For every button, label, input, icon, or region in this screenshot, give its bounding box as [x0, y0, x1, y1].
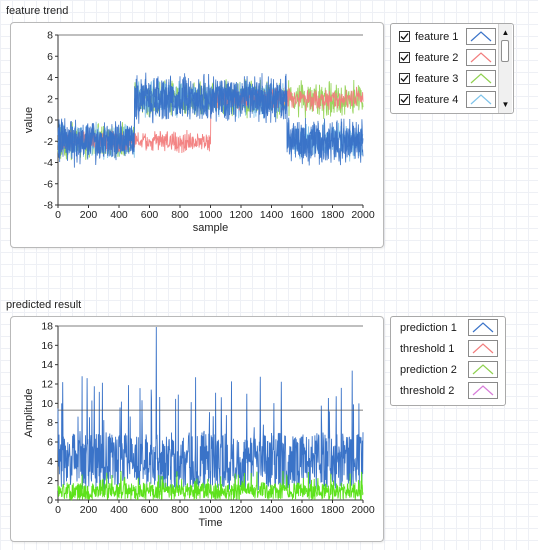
- x-tick-label: 1400: [260, 504, 284, 516]
- y-tick-label: 4: [47, 72, 53, 84]
- legend-item-prediction-2: prediction 2: [400, 359, 457, 380]
- legend-label-feature-2: feature 2: [415, 51, 459, 64]
- check-icon: [400, 91, 409, 109]
- feature-trend-chart[interactable]: 0 200 400 600 800 1000 1200 1400 1600 1800 2000 -8 -…: [11, 23, 383, 247]
- x-tick-label: 1600: [290, 504, 314, 516]
- swatch-feature-1[interactable]: [466, 28, 496, 45]
- x-tick-label: 2000: [351, 209, 375, 221]
- x-tick-label: 0: [55, 504, 61, 516]
- legend-item-feature-2[interactable]: feature 2: [399, 47, 458, 68]
- check-icon: [400, 49, 409, 67]
- swatch-feature-4[interactable]: [466, 91, 496, 108]
- legend-item-prediction-1: prediction 1: [400, 317, 457, 338]
- legend-item-feature-1[interactable]: feature 1: [399, 26, 458, 47]
- feature-trend-chart-panel: 0 200 400 600 800 1000 1200 1400 1600 1800 2000 -8 -…: [10, 22, 384, 248]
- x-tick-label: 1000: [199, 504, 223, 516]
- x-tick-label: 1000: [199, 209, 223, 221]
- feature-legend: feature 1 feature 2 feature 3 feature 4 …: [390, 23, 514, 114]
- y-axis-label: Amplitude: [23, 389, 35, 438]
- x-tick-label: 800: [171, 504, 189, 516]
- scroll-down-icon[interactable]: ▼: [501, 99, 510, 109]
- swatch-threshold-2[interactable]: [468, 382, 498, 399]
- y-tick-label: 12: [41, 379, 53, 391]
- x-axis-label: sample: [193, 222, 228, 234]
- x-tick-label: 1200: [229, 209, 253, 221]
- x-tick-label: 200: [80, 209, 98, 221]
- x-tick-label: 200: [80, 504, 98, 516]
- check-icon: [400, 28, 409, 46]
- series-line-prediction-1: [57, 326, 364, 491]
- y-tick-label: 6: [47, 51, 53, 63]
- scrollbar-thumb[interactable]: [501, 40, 509, 62]
- y-tick-label: 0: [47, 495, 53, 507]
- swatch-feature-3[interactable]: [466, 70, 496, 87]
- predicted-result-chart-panel: 0 200 400 600 800 1000 1200 1400 1600 1800 2000 0 2 4…: [10, 316, 384, 542]
- check-icon: [400, 70, 409, 88]
- x-tick-label: 1200: [229, 504, 253, 516]
- legend-label-prediction-2: prediction 2: [400, 363, 457, 376]
- x-tick-label: 1800: [321, 504, 345, 516]
- x-tick-label: 800: [171, 209, 189, 221]
- feature-trend-title: feature trend: [6, 5, 69, 17]
- result-legend: prediction 1 threshold 1 prediction 2 th…: [390, 316, 506, 406]
- swatch-prediction-1[interactable]: [468, 319, 498, 336]
- predicted-result-title: predicted result: [6, 299, 82, 311]
- x-tick-label: 1400: [260, 209, 284, 221]
- legend-item-threshold-2: threshold 2: [400, 380, 454, 401]
- y-tick-label: 10: [41, 398, 53, 410]
- checkbox-feature-2[interactable]: [399, 52, 410, 63]
- x-tick-label: 400: [110, 504, 128, 516]
- x-axis-label: Time: [198, 517, 222, 529]
- y-axis-label: value: [23, 107, 35, 133]
- legend-label-feature-1: feature 1: [415, 30, 459, 43]
- series-line-feature-1-overlay: [57, 72, 364, 165]
- y-tick-label: 16: [41, 340, 53, 352]
- legend-label-feature-4: feature 4: [415, 93, 459, 106]
- x-tick-label: 1800: [321, 209, 345, 221]
- legend-label-threshold-1: threshold 1: [400, 342, 455, 355]
- legend-item-threshold-1: threshold 1: [400, 338, 454, 359]
- y-tick-label: 6: [47, 437, 53, 449]
- x-tick-label: 2000: [351, 504, 375, 516]
- predicted-result-chart[interactable]: 0 200 400 600 800 1000 1200 1400 1600 1800 2000 0 2 4…: [11, 317, 383, 541]
- x-tick-label: 400: [110, 209, 128, 221]
- scroll-up-icon[interactable]: ▲: [501, 27, 510, 37]
- x-tick-label: 600: [141, 504, 159, 516]
- y-tick-label: 0: [47, 115, 53, 127]
- y-tick-label: 8: [47, 417, 53, 429]
- legend-item-feature-3[interactable]: feature 3: [399, 68, 458, 89]
- checkbox-feature-4[interactable]: [399, 94, 410, 105]
- y-tick-label: 8: [47, 30, 53, 42]
- legend-scrollbar[interactable]: ▲ ▼: [498, 24, 512, 113]
- y-tick-label: 4: [47, 456, 53, 468]
- x-tick-label: 0: [55, 209, 61, 221]
- y-tick-label: -8: [44, 200, 53, 212]
- y-tick-label: -4: [44, 157, 53, 169]
- series-line-feature-1: [57, 73, 364, 168]
- series-line-prediction-2: [57, 470, 364, 502]
- swatch-threshold-1[interactable]: [468, 340, 498, 357]
- legend-label-threshold-2: threshold 2: [400, 384, 455, 397]
- y-tick-label: 18: [41, 321, 53, 333]
- y-tick-label: -6: [44, 178, 53, 190]
- legend-label-feature-3: feature 3: [415, 72, 459, 85]
- y-tick-label: 2: [47, 93, 53, 105]
- swatch-feature-2[interactable]: [466, 49, 496, 66]
- legend-item-feature-4[interactable]: feature 4: [399, 89, 458, 110]
- checkbox-feature-3[interactable]: [399, 73, 410, 84]
- x-tick-label: 600: [141, 209, 159, 221]
- checkbox-feature-1[interactable]: [399, 31, 410, 42]
- y-tick-label: -2: [44, 136, 53, 148]
- y-tick-label: 2: [47, 475, 53, 487]
- y-tick-label: 14: [41, 359, 53, 371]
- swatch-prediction-2[interactable]: [468, 361, 498, 378]
- x-tick-label: 1600: [290, 209, 314, 221]
- legend-label-prediction-1: prediction 1: [400, 321, 457, 334]
